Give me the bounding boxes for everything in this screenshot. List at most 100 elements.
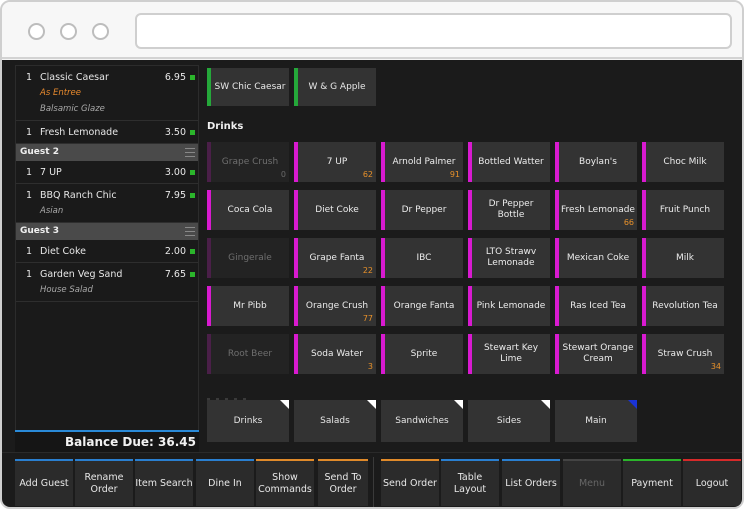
menu-item-button[interactable]: Mr Pibb xyxy=(207,286,289,326)
toolbar-button[interactable]: Show Commands xyxy=(256,459,314,506)
sent-status-icon xyxy=(190,193,195,198)
window-close-dot[interactable] xyxy=(28,23,45,40)
address-bar[interactable] xyxy=(135,13,732,49)
item-count: 66 xyxy=(623,218,634,227)
window-minimize-dot[interactable] xyxy=(60,23,77,40)
menu-item-label: Stewart Key Lime xyxy=(483,343,539,364)
menu-item-button[interactable]: Grape Crush 0 xyxy=(207,142,289,182)
guest-header[interactable]: Guest 2 xyxy=(16,144,198,161)
menu-item-button[interactable]: Ras Iced Tea xyxy=(555,286,637,326)
menu-item-button[interactable]: Dr Pepper Bottle xyxy=(468,190,550,230)
pos-app: 1 Classic Caesar 6.95 As Entree Balsamic Gla… xyxy=(2,60,742,507)
menu-item-button[interactable]: Coca Cola xyxy=(207,190,289,230)
menu-item-button[interactable]: Pink Lemonade xyxy=(468,286,550,326)
toolbar-button[interactable]: Payment xyxy=(623,459,681,506)
menu-item-label: Mr Pibb xyxy=(233,300,267,311)
menu-item-label: Soda Water xyxy=(311,348,363,359)
menu-item-label: Boylan's xyxy=(579,156,617,167)
menu-item-label: Straw Crush xyxy=(657,348,713,359)
menu-item-label: Bottled Watter xyxy=(478,156,544,167)
category-tab[interactable]: Sandwiches xyxy=(381,400,463,442)
category-corner-icon xyxy=(628,400,637,409)
category-label: Sandwiches xyxy=(395,416,449,426)
guest-menu-icon[interactable] xyxy=(185,227,195,236)
menu-item-label: Sprite xyxy=(410,348,438,359)
menu-item-button[interactable]: Straw Crush 34 xyxy=(642,334,724,374)
page-indicator xyxy=(207,386,267,401)
menu-item-button[interactable]: Choc Milk xyxy=(642,142,724,182)
section-title: Drinks xyxy=(207,121,244,132)
category-tab[interactable]: Main xyxy=(555,400,637,442)
menu-item-button[interactable]: 7 UP 62 xyxy=(294,142,376,182)
menu-item-button[interactable]: Soda Water 3 xyxy=(294,334,376,374)
order-line[interactable]: 1 Diet Coke 2.00 xyxy=(16,240,198,263)
toolbar-button[interactable]: Add Guest xyxy=(15,459,73,506)
category-tab[interactable]: Salads xyxy=(294,400,376,442)
line-modifier: House Salad xyxy=(40,285,93,295)
menu-item-button[interactable]: Stewart Key Lime xyxy=(468,334,550,374)
menu-item-button[interactable]: LTO Strawv Lemonade xyxy=(468,238,550,278)
line-name: Diet Coke xyxy=(40,246,86,257)
menu-item-button[interactable]: Grape Fanta 22 xyxy=(294,238,376,278)
order-line[interactable]: 1 Classic Caesar 6.95 As Entree Balsamic Gla… xyxy=(16,66,198,121)
category-corner-icon xyxy=(541,400,550,409)
menu-item-button[interactable]: Diet Coke xyxy=(294,190,376,230)
menu-item-button[interactable]: Orange Fanta xyxy=(381,286,463,326)
toolbar-button[interactable]: List Orders xyxy=(502,459,560,506)
menu-item-label: Pink Lemonade xyxy=(476,300,546,311)
recent-item-2[interactable]: W & G Apple xyxy=(294,68,376,106)
menu-item-button[interactable]: Milk xyxy=(642,238,724,278)
category-tab[interactable]: Drinks xyxy=(207,400,289,442)
item-count: 62 xyxy=(362,170,373,179)
menu-item-label: Coca Cola xyxy=(227,204,273,215)
menu-item-button[interactable]: Mexican Coke xyxy=(555,238,637,278)
menu-item-button[interactable]: Fresh Lemonade 66 xyxy=(555,190,637,230)
line-price: 2.00 xyxy=(164,246,186,257)
menu-item-button[interactable]: Gingerale xyxy=(207,238,289,278)
toolbar-button[interactable]: Send To Order xyxy=(318,459,368,506)
line-qty: 1 xyxy=(25,246,32,257)
menu-item-button[interactable]: Boylan's xyxy=(555,142,637,182)
balance-due: Balance Due: 36.45 xyxy=(15,430,199,453)
toolbar-button: Menu xyxy=(563,459,621,506)
order-line[interactable]: 1 7 UP 3.00 xyxy=(16,161,198,184)
category-label: Drinks xyxy=(233,416,263,426)
order-line[interactable]: 1 Garden Veg Sand 7.65 House Salad xyxy=(16,263,198,302)
category-tab[interactable]: Sides xyxy=(468,400,550,442)
menu-item-button[interactable]: Dr Pepper xyxy=(381,190,463,230)
menu-item-button[interactable]: Orange Crush 77 xyxy=(294,286,376,326)
menu-item-label: Orange Crush xyxy=(305,300,369,311)
toolbar-button[interactable]: Logout xyxy=(683,459,741,506)
menu-item-button[interactable]: Arnold Palmer 91 xyxy=(381,142,463,182)
toolbar-button[interactable]: Dine In xyxy=(196,459,254,506)
line-modifier: As Entree xyxy=(40,88,81,98)
guest-header[interactable]: Guest 3 xyxy=(16,223,198,240)
category-label: Sides xyxy=(496,416,522,426)
menu-item-button[interactable]: IBC xyxy=(381,238,463,278)
menu-item-label: Orange Fanta xyxy=(393,300,455,311)
toolbar-button[interactable]: Rename Order xyxy=(75,459,133,506)
menu-item-label: Milk xyxy=(676,252,694,263)
menu-item-button[interactable]: Root Beer xyxy=(207,334,289,374)
menu-item-button[interactable]: Fruit Punch xyxy=(642,190,724,230)
order-line[interactable]: 1 BBQ Ranch Chic 7.95 Asian xyxy=(16,184,198,223)
line-name: 7 UP xyxy=(40,167,62,178)
menu-item-button[interactable]: Stewart Orange Cream xyxy=(555,334,637,374)
menu-item-label: Root Beer xyxy=(227,348,273,359)
line-qty: 1 xyxy=(25,167,32,178)
item-count: 0 xyxy=(280,170,286,179)
menu-item-button[interactable]: Bottled Watter xyxy=(468,142,550,182)
line-qty: 1 xyxy=(25,72,32,83)
menu-item-label: Ras Iced Tea xyxy=(570,300,626,311)
menu-item-button[interactable]: Revolution Tea xyxy=(642,286,724,326)
recent-item-1[interactable]: SW Chic Caesar xyxy=(207,68,289,106)
order-line[interactable]: 1 Fresh Lemonade 3.50 xyxy=(16,121,198,144)
menu-item-button[interactable]: Sprite xyxy=(381,334,463,374)
window-maximize-dot[interactable] xyxy=(92,23,109,40)
category-label: Salads xyxy=(320,416,350,426)
toolbar-button[interactable]: Table Layout xyxy=(441,459,499,506)
toolbar-button[interactable]: Item Search xyxy=(135,459,193,506)
toolbar-button[interactable]: Send Order xyxy=(381,459,439,506)
guest-menu-icon[interactable] xyxy=(185,148,195,157)
